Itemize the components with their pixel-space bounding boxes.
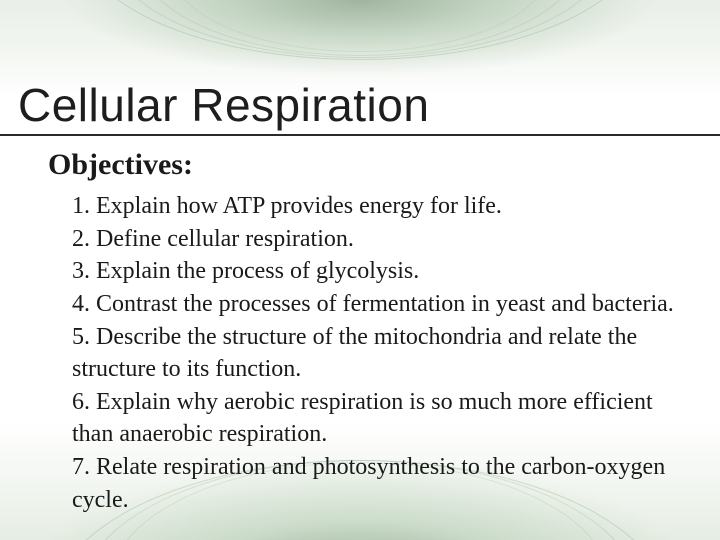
objective-item: 3. Explain the process of glycolysis. <box>72 255 682 288</box>
objectives-heading: Objectives: <box>48 148 193 182</box>
objectives-list: 1. Explain how ATP provides energy for l… <box>72 190 682 516</box>
objective-item: 7. Relate respiration and photosynthesis… <box>72 451 682 516</box>
objective-item: 6. Explain why aerobic respiration is so… <box>72 386 682 451</box>
objective-item: 4. Contrast the processes of fermentatio… <box>72 288 682 321</box>
slide: Cellular Respiration Objectives: 1. Expl… <box>0 0 720 540</box>
objective-item: 5. Describe the structure of the mitocho… <box>72 321 682 386</box>
title-underline <box>0 134 720 136</box>
objective-item: 1. Explain how ATP provides energy for l… <box>72 190 682 223</box>
objective-item: 2. Define cellular respiration. <box>72 223 682 256</box>
slide-title: Cellular Respiration <box>18 78 429 132</box>
